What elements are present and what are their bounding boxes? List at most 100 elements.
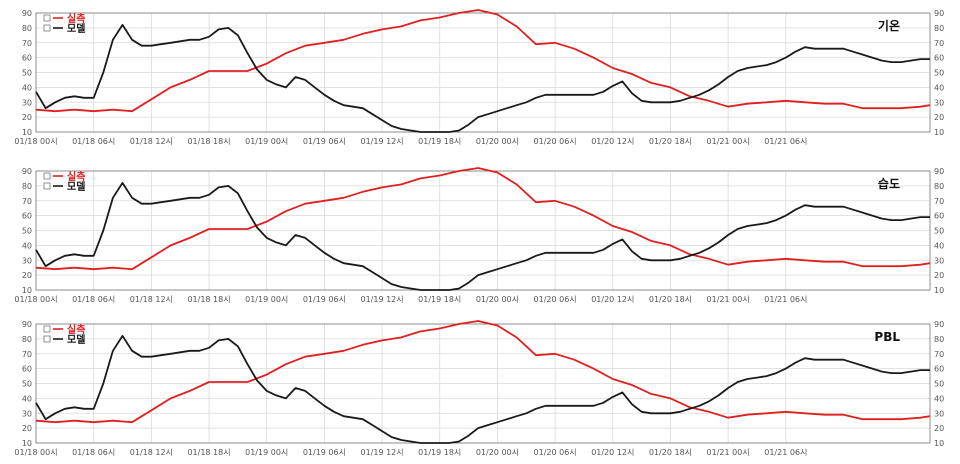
- y-tick-label-left: 80: [22, 24, 32, 33]
- legend-checkbox-icon: [43, 172, 51, 180]
- y-tick-label-right: 70: [934, 197, 944, 206]
- y-tick-label-right: 70: [934, 350, 944, 359]
- x-tick-label: 01/21 00시: [707, 448, 750, 457]
- x-tick-label: 01/20 18시: [649, 295, 692, 304]
- x-tick-label: 01/20 06시: [534, 448, 577, 457]
- y-tick-label-right: 30: [934, 409, 944, 418]
- y-tick-label-left: 40: [22, 394, 32, 403]
- y-tick-label-right: 80: [934, 335, 944, 344]
- y-tick-label-right: 90: [934, 320, 944, 329]
- x-tick-label: 01/18 06시: [72, 448, 115, 457]
- y-tick-label-right: 80: [934, 24, 944, 33]
- y-tick-label-right: 20: [934, 271, 944, 280]
- x-tick-label: 01/18 12시: [130, 295, 173, 304]
- legend-checkbox-icon: [43, 14, 51, 22]
- x-tick-label: 01/18 12시: [130, 448, 173, 457]
- x-tick-label: 01/20 06시: [534, 137, 577, 146]
- y-tick-label-right: 20: [934, 424, 944, 433]
- chart-panel-2: 10 10 20 20 30 30 40 40 50 50 60 60 70 70 80 80 90 90 01/1…: [14, 167, 944, 304]
- y-tick-label-left: 40: [22, 241, 32, 250]
- x-tick-label: 01/20 06시: [534, 295, 577, 304]
- y-tick-label-left: 70: [22, 350, 32, 359]
- chart-title: 기온: [878, 18, 900, 33]
- y-tick-label-right: 10: [934, 128, 944, 137]
- y-tick-label-right: 30: [934, 98, 944, 107]
- x-tick-label: 01/19 06시: [303, 295, 346, 304]
- x-tick-label: 01/20 18시: [649, 137, 692, 146]
- x-tick-label: 01/18 00시: [14, 137, 57, 146]
- y-tick-label-left: 90: [22, 167, 32, 176]
- y-tick-label-right: 40: [934, 394, 944, 403]
- model-series-line: [35, 23, 930, 133]
- x-tick-label: 01/19 18시: [418, 137, 461, 146]
- y-tick-label-left: 30: [22, 98, 32, 107]
- plot-frame: [35, 12, 931, 133]
- chart-panel-3: 10 10 20 20 30 30 40 40 50 50 60 60 70 70 80 80 90 90 01/1…: [14, 320, 944, 457]
- x-tick-label: 01/21 06시: [764, 448, 807, 457]
- y-tick-label-right: 60: [934, 54, 944, 63]
- y-tick-label-right: 70: [934, 39, 944, 48]
- y-tick-label-right: 60: [934, 212, 944, 221]
- y-tick-label-right: 20: [934, 113, 944, 122]
- y-tick-label-left: 50: [22, 380, 32, 389]
- chart-title: PBL: [874, 330, 900, 344]
- x-tick-label: 01/18 12시: [130, 137, 173, 146]
- y-tick-label-left: 80: [22, 182, 32, 191]
- y-tick-label-left: 60: [22, 212, 32, 221]
- x-tick-label: 01/19 00시: [245, 295, 288, 304]
- x-tick-label: 01/18 18시: [187, 137, 230, 146]
- y-tick-label-right: 30: [934, 256, 944, 265]
- x-tick-label: 01/18 06시: [72, 295, 115, 304]
- x-tick-label: 01/19 00시: [245, 448, 288, 457]
- x-tick-label: 01/19 06시: [303, 448, 346, 457]
- observed-series-line: [35, 9, 931, 113]
- plot-frame: [35, 323, 931, 444]
- legend-checkbox-icon: [43, 182, 51, 190]
- y-tick-label-right: 40: [934, 241, 944, 250]
- y-tick-label-left: 90: [22, 9, 32, 18]
- y-tick-label-left: 20: [22, 271, 32, 280]
- legend-label: 실측: [67, 12, 85, 25]
- y-tick-label-left: 50: [22, 69, 32, 78]
- x-tick-label: 01/20 00시: [476, 137, 519, 146]
- observed-series-line: [35, 167, 931, 271]
- model-series-line: [35, 181, 930, 291]
- y-tick-label-right: 60: [934, 365, 944, 374]
- chart-title: 습도: [878, 177, 900, 191]
- legend-checkbox-icon: [43, 24, 51, 32]
- x-tick-label: 01/19 12시: [360, 295, 403, 304]
- x-tick-label: 01/19 12시: [360, 448, 403, 457]
- y-tick-label-right: 50: [934, 69, 944, 78]
- y-tick-label-left: 20: [22, 113, 32, 122]
- legend-label: 모델: [67, 181, 85, 193]
- x-tick-label: 01/19 12시: [360, 137, 403, 146]
- chart-panel-1: 10 10 20 20 30 30 40 40 50 50 60 60 70 70 80 80 90 90 01/1…: [14, 9, 944, 146]
- x-tick-label: 01/21 00시: [707, 137, 750, 146]
- legend-label: 모델: [67, 23, 85, 35]
- x-tick-label: 01/19 00시: [245, 137, 288, 146]
- x-tick-label: 01/18 06시: [72, 137, 115, 146]
- x-tick-label: 01/19 06시: [303, 137, 346, 146]
- x-tick-label: 01/20 12시: [591, 448, 634, 457]
- x-tick-label: 01/21 06시: [764, 137, 807, 146]
- y-tick-label-right: 50: [934, 227, 944, 236]
- model-series-line: [35, 334, 930, 444]
- x-tick-label: 01/20 00시: [476, 448, 519, 457]
- y-tick-label-left: 90: [22, 320, 32, 329]
- legend-label: 모델: [67, 334, 85, 346]
- legend-checkbox-icon: [43, 325, 51, 333]
- observed-series-line: [35, 320, 931, 424]
- y-tick-label-left: 20: [22, 424, 32, 433]
- y-tick-label-left: 60: [22, 54, 32, 63]
- y-tick-label-right: 80: [934, 182, 944, 191]
- y-tick-label-right: 40: [934, 83, 944, 92]
- y-tick-label-right: 90: [934, 9, 944, 18]
- y-tick-label-right: 10: [934, 286, 944, 295]
- x-tick-label: 01/20 12시: [591, 137, 634, 146]
- legend-checkbox-icon: [43, 335, 51, 343]
- y-tick-label-left: 10: [22, 128, 32, 137]
- x-tick-label: 01/18 18시: [187, 295, 230, 304]
- x-tick-label: 01/18 18시: [187, 448, 230, 457]
- y-tick-label-left: 30: [22, 409, 32, 418]
